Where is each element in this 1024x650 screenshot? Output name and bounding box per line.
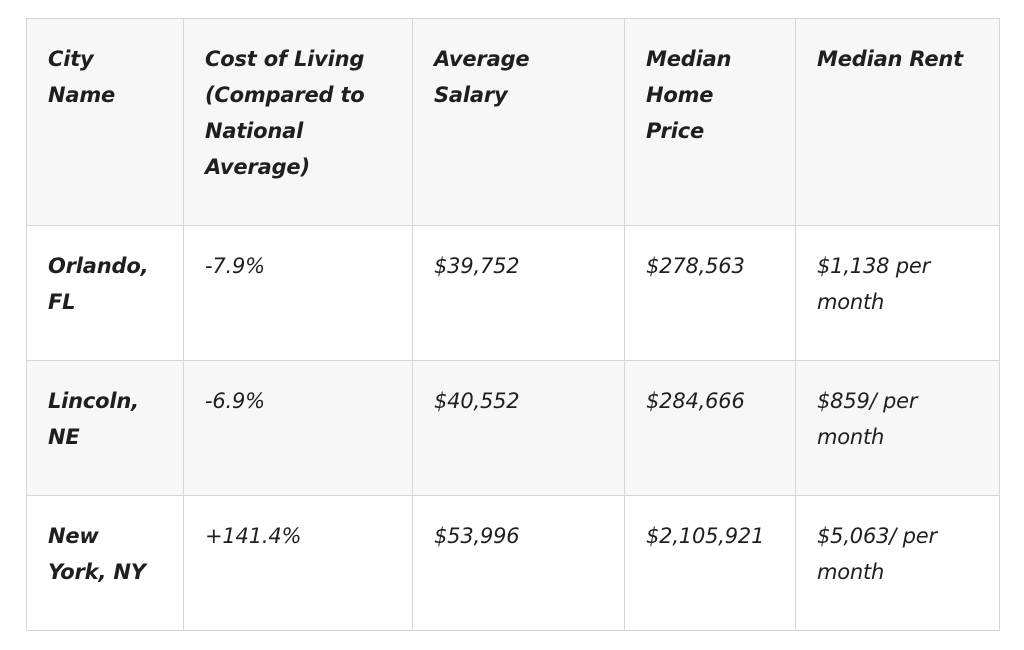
header-average-salary: Average Salary [412,18,625,226]
cost-of-living-table: City Name Cost of Living (Compared to Na… [26,18,1000,631]
median-rent-unit: per month [817,254,931,314]
header-cost-of-living: Cost of Living (Compared to National Ave… [183,18,413,226]
median-rent-cell: $859/ per month [795,360,1000,496]
median-home-price-cell: $284,666 [624,360,796,496]
cost-of-living-table-container: City Name Cost of Living (Compared to Na… [26,18,1000,631]
average-salary-cell: $39,752 [412,225,625,361]
cost-of-living-cell: -6.9% [183,360,413,496]
median-rent-cell: $5,063/ per month [795,495,1000,631]
median-rent-value: $859/ [817,389,877,413]
header-median-home-price: Median Home Price [624,18,796,226]
average-salary-cell: $40,552 [412,360,625,496]
cost-of-living-cell: -7.9% [183,225,413,361]
table-row: Orlando, FL -7.9% $39,752 $278,563 $1,13… [26,225,1000,361]
city-cell: Lincoln, NE [26,360,184,496]
median-home-price-cell: $2,105,921 [624,495,796,631]
city-cell: New York, NY [26,495,184,631]
average-salary-cell: $53,996 [412,495,625,631]
median-rent-value: $1,138 [817,254,890,278]
city-cell: Orlando, FL [26,225,184,361]
median-rent-value: $5,063/ [817,524,897,548]
cost-of-living-cell: +141.4% [183,495,413,631]
header-median-rent: Median Rent [795,18,1000,226]
median-home-price-cell: $278,563 [624,225,796,361]
table-row: Lincoln, NE -6.9% $40,552 $284,666 $859/… [26,360,1000,496]
median-rent-unit: per month [817,524,937,584]
median-rent-cell: $1,138 per month [795,225,1000,361]
table-header-row: City Name Cost of Living (Compared to Na… [26,18,1000,226]
header-city-name: City Name [26,18,184,226]
median-rent-unit: per month [817,389,918,449]
table-row: New York, NY +141.4% $53,996 $2,105,921 … [26,495,1000,631]
